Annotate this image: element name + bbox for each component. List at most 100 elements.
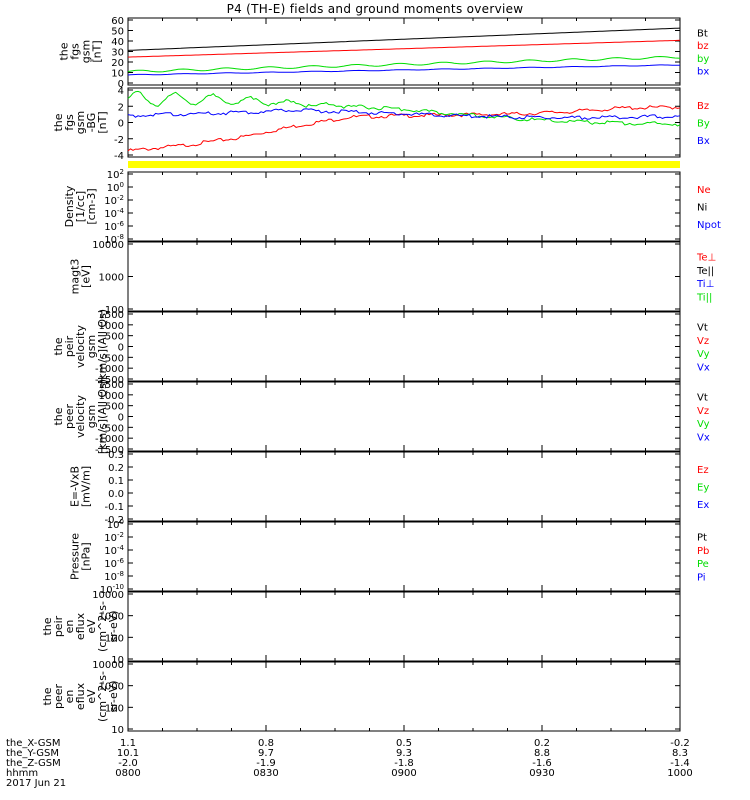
panel-8-ylabel: Pressure[nPa] (69, 533, 93, 580)
footer-cell: 0.8 (258, 738, 274, 749)
y-tick-label: -1500 (95, 445, 124, 456)
legend-Ni: Ni (697, 203, 707, 214)
y-tick-label: 100 (105, 305, 124, 316)
y-tick-label: -0.1 (104, 502, 124, 513)
overview-plot: 0102030405060thefgsgsm[nT]Btbzbybx-4-202… (41, 16, 721, 736)
footer-cell: 9.7 (258, 748, 274, 759)
panel-10-frame (127, 661, 681, 732)
y-tick-label: 0 (118, 343, 124, 354)
footer-cell: 0930 (529, 768, 555, 779)
y-tick-label: 1000 (99, 612, 124, 623)
panel-4-frame (127, 241, 681, 312)
y-tick-label: 10-2 (104, 194, 124, 207)
panel-5-ylabel: thepeirvelocitygsm[km/s](All Qs) (52, 309, 109, 384)
footer-row-label: the_Y-GSM (6, 748, 60, 759)
y-tick-label: 10-10 (100, 583, 124, 596)
y-tick-label: -500 (101, 423, 124, 434)
legend-Ey: Ey (697, 483, 709, 494)
y-tick-label: 100 (107, 518, 124, 531)
y-tick-label: -500 (101, 353, 124, 364)
footer-row-label: the_X-GSM (6, 738, 61, 749)
panel-6-frame (127, 381, 681, 452)
legend-Vt: Vt (697, 393, 708, 404)
y-tick-label: 60 (111, 16, 124, 27)
y-tick-label: 0 (118, 119, 124, 130)
footer-cell: 10.1 (116, 748, 140, 759)
series-Bz (127, 105, 681, 152)
y-tick-label: 40 (111, 37, 124, 48)
legend-Pt: Pt (697, 533, 707, 544)
y-tick-label: 2 (118, 102, 124, 113)
y-tick-label: 1000 (99, 273, 124, 284)
panel-3-ylabel: Density[1/cc][cm-3] (63, 185, 98, 227)
footer-cell: 1000 (667, 768, 693, 779)
y-tick-label: 10-8 (104, 233, 124, 246)
y-tick-label: 1500 (99, 310, 124, 321)
y-tick-label: 0.0 (108, 489, 124, 500)
legend-Vx: Vx (697, 362, 710, 373)
footer-row-label: the_Z-GSM (6, 758, 61, 769)
y-tick-label: 0 (118, 413, 124, 424)
legend-Vt: Vt (697, 323, 708, 334)
y-tick-label: 500 (105, 332, 124, 343)
panel-3-frame (127, 171, 681, 242)
footer-cell: -1.6 (532, 758, 552, 769)
y-tick-label: 10 (111, 69, 124, 80)
y-tick-label: 10-2 (104, 531, 124, 544)
y-tick-label: -4 (114, 151, 124, 162)
series-Bt (127, 27, 681, 51)
y-tick-label: -1000 (95, 434, 124, 445)
legend-Npot: Npot (697, 220, 721, 231)
footer-cell: 0.2 (534, 738, 550, 749)
y-tick-label: -2 (114, 135, 124, 146)
legend-Vy: Vy (697, 349, 710, 360)
footer-cell: 1.1 (120, 738, 136, 749)
panel-7-frame (127, 451, 681, 522)
legend-Te||: Te|| (696, 266, 714, 277)
series-bx (127, 64, 680, 76)
footer-cell: 0900 (391, 768, 417, 779)
chart-title: P4 (TH-E) fields and ground moments over… (226, 2, 524, 16)
series-by (127, 55, 681, 73)
y-tick-label: 100 (105, 703, 124, 714)
footer-cell: 8.3 (672, 748, 688, 759)
panel-2-ylabel: thefgsgsm-BG[nT] (52, 111, 109, 134)
legend-Vz: Vz (697, 336, 709, 347)
legend-Pe: Pe (697, 559, 709, 570)
legend-Pi: Pi (697, 572, 706, 583)
y-tick-label: 0.2 (108, 463, 124, 474)
y-tick-label: 0 (118, 79, 124, 90)
y-tick-label: 10000 (92, 240, 124, 251)
panel-10-ylabel: thepeerenefluxeV(cm^2-s-sr-eV) (41, 671, 120, 722)
y-tick-label: 10000 (92, 590, 124, 601)
footer-cell: -2.0 (118, 758, 138, 769)
footer-cell: -1.9 (256, 758, 276, 769)
panel-7-ylabel: E=-VxB[mV/m] (69, 466, 93, 507)
panel-1-frame (127, 17, 681, 86)
y-tick-label: -0.2 (104, 515, 124, 526)
panel-8-frame (127, 521, 681, 592)
legend-Ti⊥: Ti⊥ (696, 279, 714, 290)
y-tick-label: 500 (105, 402, 124, 413)
y-tick-label: 1000 (99, 682, 124, 693)
panel-9-ylabel: thepeirenefluxeV(cm^2-s-sr-eV) (41, 601, 120, 652)
legend-Bz: Bz (697, 101, 709, 112)
legend-Bx: Bx (697, 136, 710, 147)
legend-Vx: Vx (697, 432, 710, 443)
y-tick-label: 10000 (92, 660, 124, 671)
y-tick-label: 1000 (99, 391, 124, 402)
panel-5-frame (127, 311, 681, 382)
panel-4-ylabel: magt3[eV] (69, 259, 93, 295)
legend-bx: bx (697, 67, 709, 78)
footer-date: 2017 Jun 21 (6, 778, 67, 789)
legend-bz: bz (697, 41, 709, 52)
y-tick-label: 1000 (99, 321, 124, 332)
y-tick-label: -1000 (95, 364, 124, 375)
y-tick-label: 100 (105, 633, 124, 644)
series-Bx (127, 108, 681, 121)
y-tick-label: -1500 (95, 375, 124, 386)
footer-cell: -1.8 (394, 758, 414, 769)
y-tick-label: 4 (118, 86, 124, 97)
y-tick-label: 10-8 (104, 570, 124, 583)
y-tick-label: 10-4 (104, 544, 124, 557)
